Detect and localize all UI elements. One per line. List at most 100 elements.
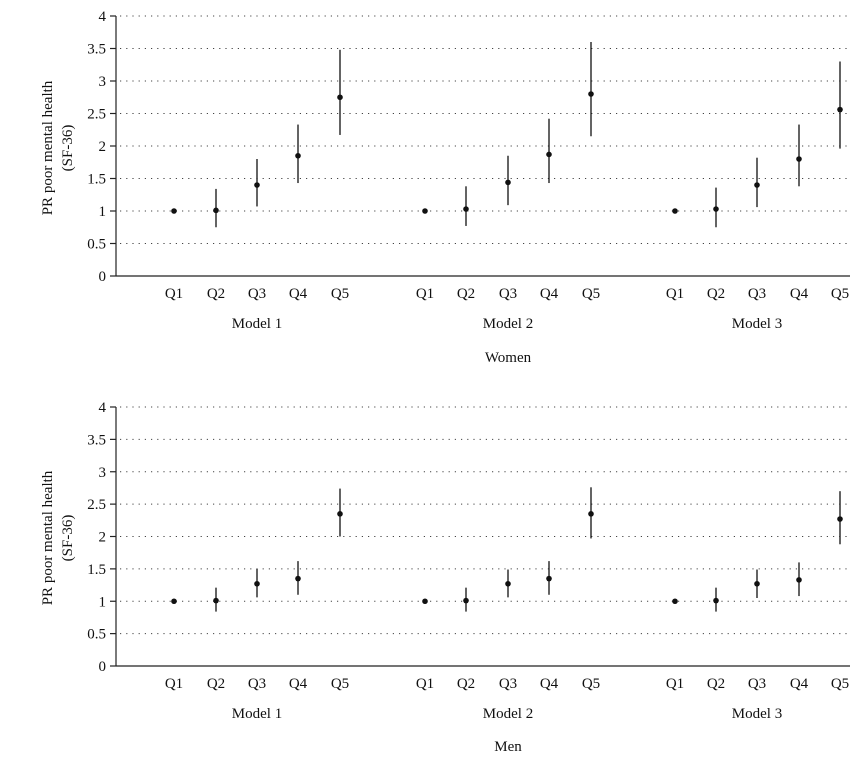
group-model-2: Q1 Q2 Q3 Q4 Q5 Model 2 (416, 42, 600, 332)
y-tick-label: 1.5 (87, 562, 106, 578)
category-label: Q5 (831, 286, 849, 302)
y-tick-label: 1 (99, 594, 107, 610)
category-label: Q4 (540, 286, 559, 302)
category-label: Q4 (289, 286, 308, 302)
category-label: Q3 (248, 676, 266, 692)
point-estimate (754, 182, 760, 188)
panel-men: 0 0.5 1 1.5 2 2.5 3 3.5 4 PR poor mental health (S… (40, 400, 850, 755)
group-model-3: Q1 Q2 Q3 Q4 Q5 Model 3 (666, 491, 849, 722)
group-label: Model 3 (732, 316, 782, 332)
point-estimate (672, 208, 678, 214)
category-label: Q1 (165, 286, 183, 302)
point-estimate (295, 575, 301, 582)
point-estimate (505, 580, 511, 587)
category-label: Q2 (207, 286, 225, 302)
y-tick-label: 3.5 (87, 42, 106, 58)
group-model-2: Q1 Q2 Q3 Q4 Q5 Model 2 (416, 487, 600, 722)
group-model-3: Q1 Q2 Q3 Q4 Q5 Model 3 (666, 61, 849, 332)
category-label: Q5 (331, 286, 349, 302)
category-label: Q3 (748, 286, 766, 302)
group-model-1: Q1 Q2 Q3 Q4 Q5 Model 1 (165, 488, 349, 722)
category-label: Q1 (666, 286, 684, 302)
y-tick-label: 4 (99, 9, 107, 25)
point-estimate (422, 208, 428, 214)
point-estimate (463, 206, 469, 212)
point-estimate (796, 577, 802, 583)
point-estimate (422, 598, 428, 605)
category-label: Q4 (790, 676, 809, 692)
y-tick-label: 3.5 (87, 432, 106, 448)
point-estimate (171, 598, 177, 605)
panel-label: Women (485, 350, 532, 366)
y-tick-label: 0.5 (87, 627, 106, 643)
point-estimate (213, 207, 219, 214)
point-estimate (713, 206, 719, 212)
point-estimate (588, 91, 594, 97)
group-label: Model 3 (732, 706, 782, 722)
panel-label: Men (494, 739, 522, 755)
category-label: Q3 (499, 676, 517, 692)
y-tick-label: 0 (99, 659, 107, 675)
y-tick-label: 2 (99, 530, 107, 546)
y-tick-label: 1.5 (87, 172, 106, 188)
category-label: Q1 (416, 676, 434, 692)
point-estimate (505, 179, 511, 186)
y-axis-label-line: PR poor mental health (40, 80, 56, 215)
group-label: Model 2 (483, 706, 533, 722)
y-tick-label: 4 (99, 400, 107, 416)
group-model-1: Q1 Q2 Q3 Q4 Q5 Model 1 (165, 49, 349, 332)
group-label: Model 1 (232, 706, 282, 722)
y-tick-label: 2 (99, 139, 107, 155)
category-label: Q2 (457, 286, 475, 302)
category-label: Q3 (248, 286, 266, 302)
category-label: Q5 (331, 676, 349, 692)
point-estimate (254, 182, 260, 188)
category-label: Q2 (707, 676, 725, 692)
group-label: Model 2 (483, 316, 533, 332)
panel-women: 0 0.5 1 1.5 2 2.5 3 3.5 4 PR poor mental health (S… (40, 9, 850, 366)
y-axis-label: PR poor mental health (SF-36) (40, 470, 76, 605)
point-estimate (546, 575, 552, 582)
point-estimate (837, 106, 843, 113)
category-label: Q1 (165, 676, 183, 692)
category-label: Q5 (582, 676, 600, 692)
point-estimate (672, 598, 678, 605)
point-estimate (337, 511, 343, 517)
point-estimate (713, 597, 719, 604)
category-label: Q2 (207, 676, 225, 692)
y-axis-label: PR poor mental health (SF-36) (40, 80, 76, 215)
category-label: Q2 (707, 286, 725, 302)
point-estimate (337, 94, 343, 101)
point-estimate (213, 597, 219, 604)
point-estimate (754, 580, 760, 587)
category-label: Q3 (748, 676, 766, 692)
y-tick-label: 3 (99, 74, 107, 90)
category-label: Q5 (582, 286, 600, 302)
category-label: Q3 (499, 286, 517, 302)
category-label: Q1 (666, 676, 684, 692)
point-estimate (837, 516, 843, 522)
category-label: Q4 (540, 676, 559, 692)
y-tick-label: 0.5 (87, 237, 106, 253)
point-estimate (796, 156, 802, 162)
y-tick-label: 3 (99, 465, 107, 481)
group-label: Model 1 (232, 316, 282, 332)
category-label: Q4 (289, 676, 308, 692)
y-axis-label-line: (SF-36) (60, 515, 76, 562)
point-estimate (463, 597, 469, 604)
point-estimate (588, 511, 594, 517)
y-tick-label: 1 (99, 204, 107, 220)
point-estimate (295, 152, 301, 159)
y-axis-label-line: PR poor mental health (40, 470, 56, 605)
category-label: Q1 (416, 286, 434, 302)
y-tick-label: 2.5 (87, 497, 106, 513)
y-axis-label-line: (SF-36) (60, 125, 76, 172)
point-estimate (546, 151, 552, 158)
point-estimate (254, 580, 260, 587)
category-label: Q4 (790, 286, 809, 302)
y-tick-label: 0 (99, 269, 107, 285)
category-label: Q2 (457, 676, 475, 692)
point-estimate (171, 208, 177, 214)
category-label: Q5 (831, 676, 849, 692)
